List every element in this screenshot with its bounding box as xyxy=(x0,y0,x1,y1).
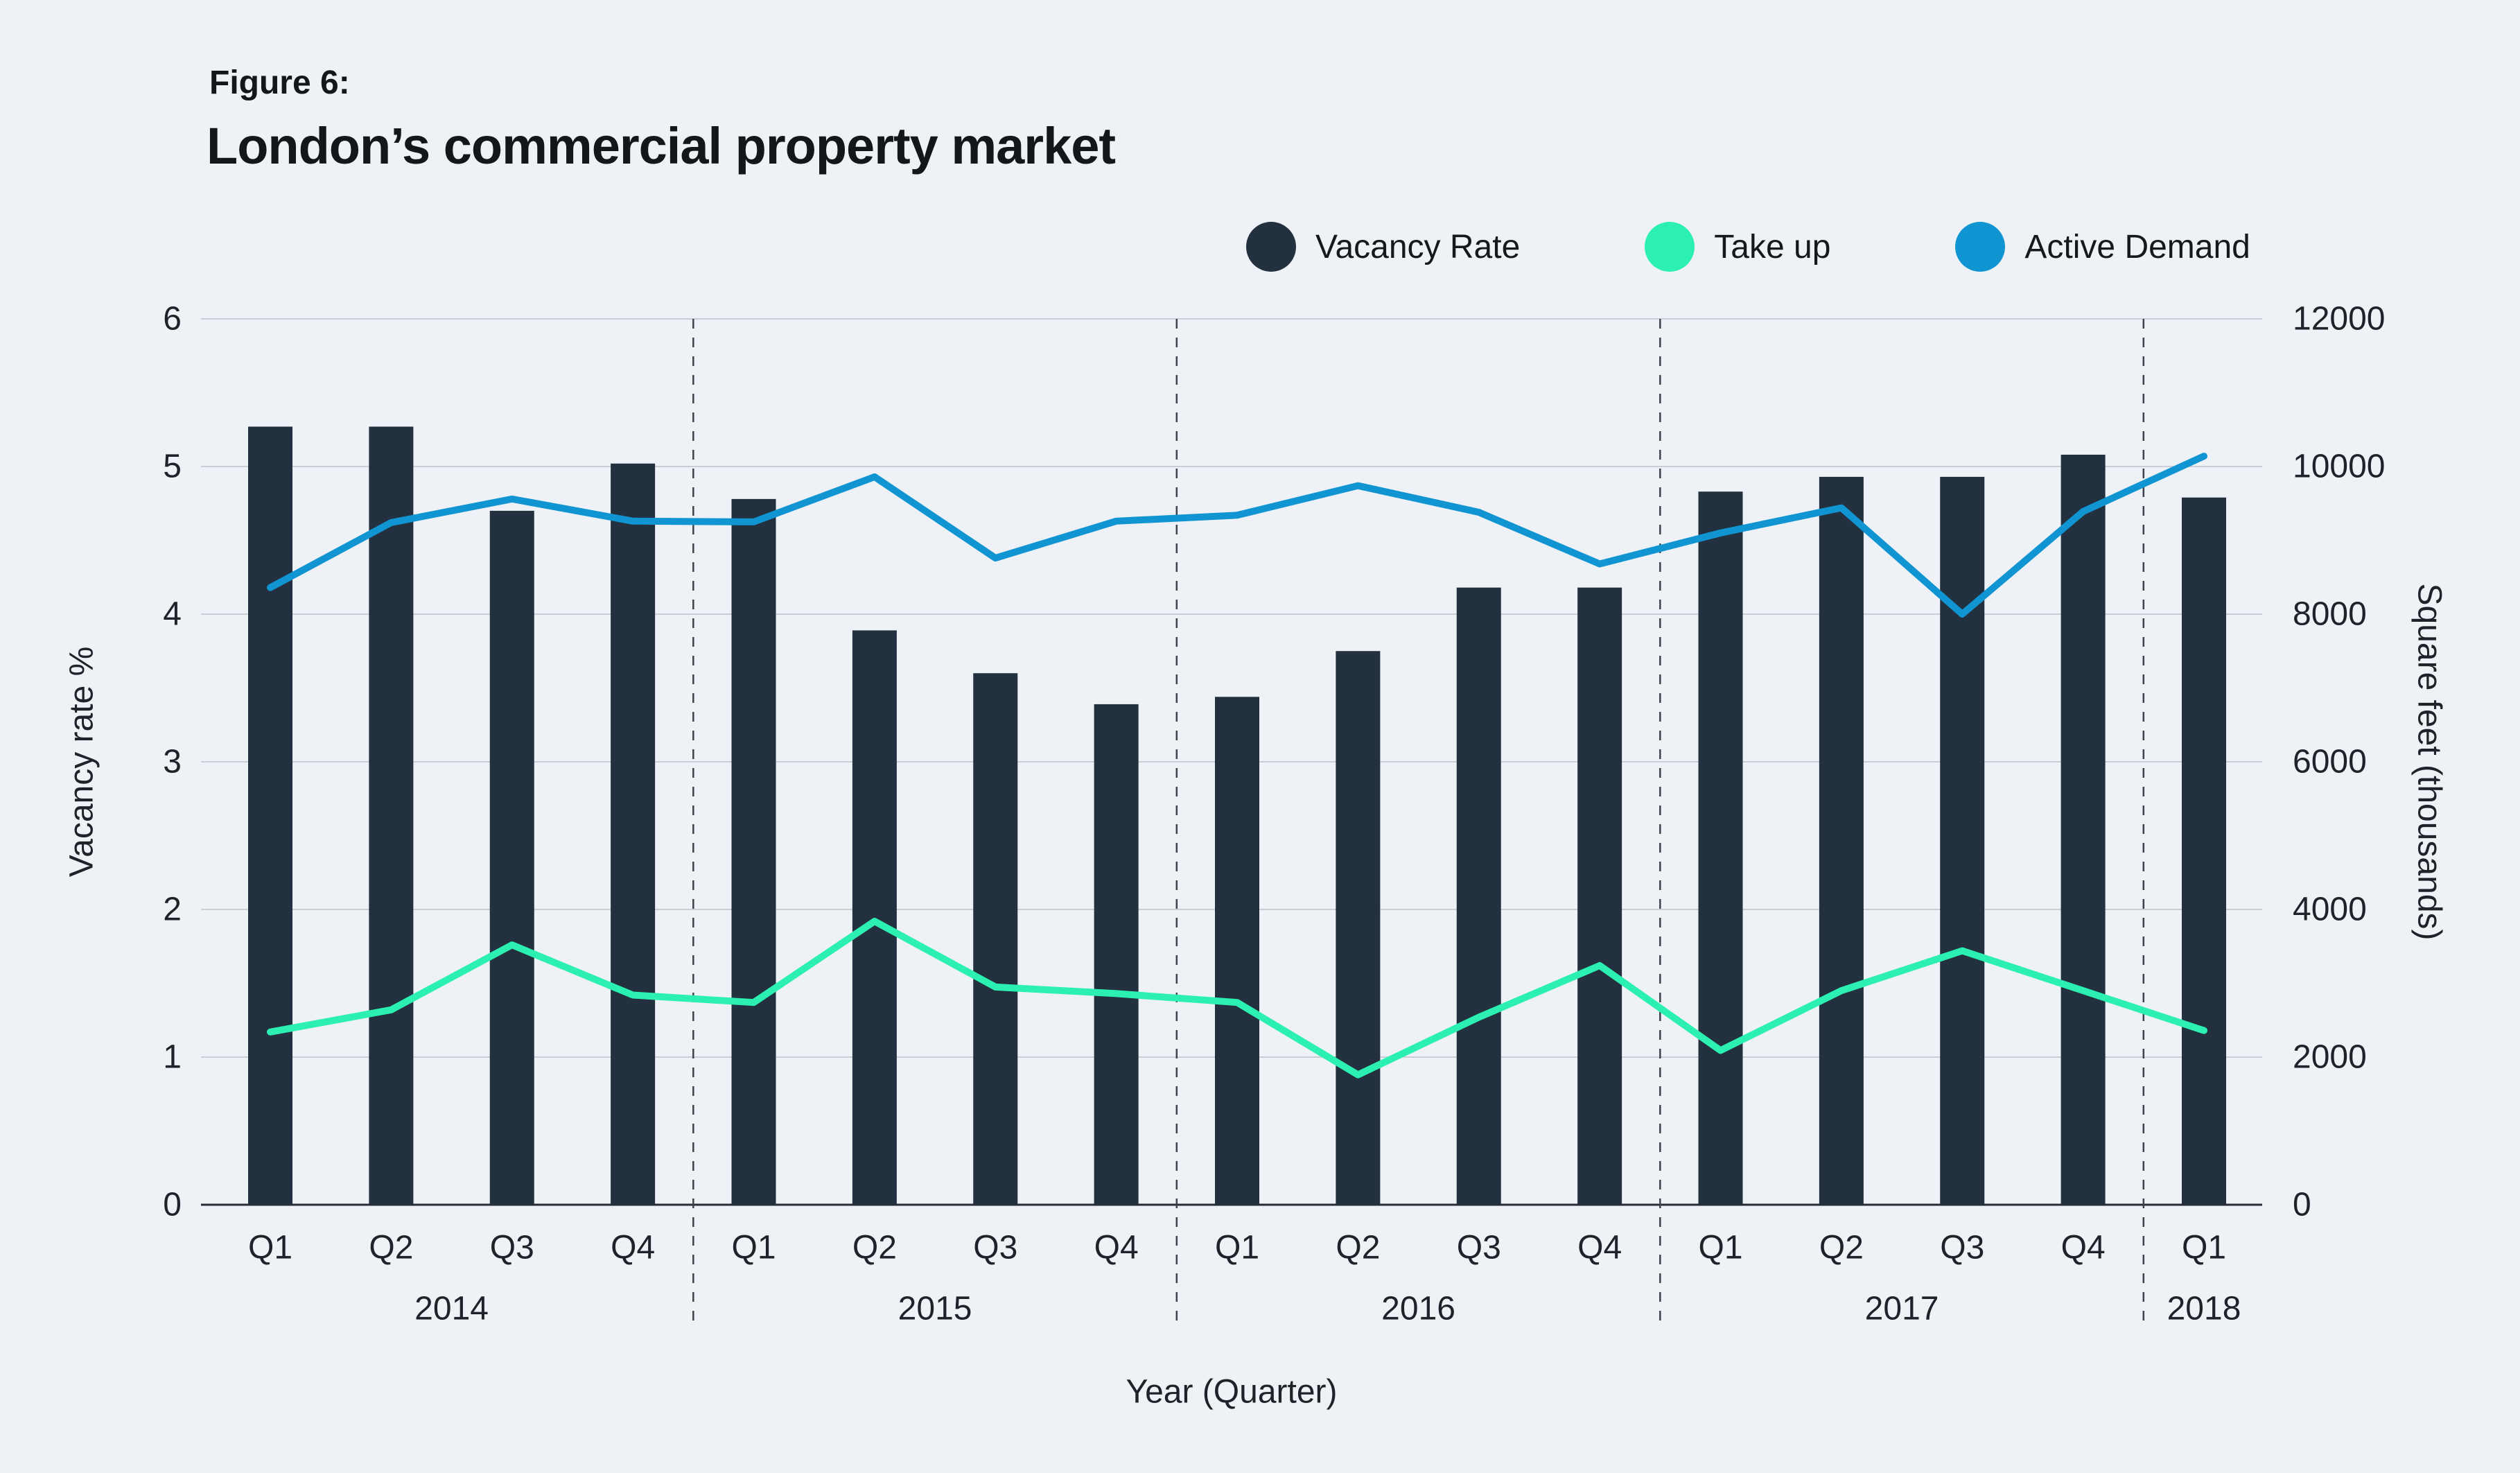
bar-vacancy-rate xyxy=(1940,476,1985,1205)
quarter-label: Q3 xyxy=(1457,1230,1501,1266)
bar-vacancy-rate xyxy=(1215,697,1259,1205)
quarter-label: Q3 xyxy=(490,1230,534,1266)
bar-vacancy-rate xyxy=(1094,704,1139,1205)
quarter-label: Q4 xyxy=(1577,1230,1622,1266)
quarter-label: Q1 xyxy=(1698,1230,1742,1266)
quarter-label: Q1 xyxy=(1215,1230,1259,1266)
line-take-up xyxy=(267,918,2207,1079)
right-axis-title: Square feet (thousands) xyxy=(2411,584,2448,941)
year-label: 2016 xyxy=(1381,1291,1455,1327)
bar-vacancy-rate xyxy=(1336,651,1381,1205)
quarter-label: Q2 xyxy=(1336,1230,1380,1266)
year-label: 2014 xyxy=(414,1291,489,1327)
right-tick-label: 0 xyxy=(2293,1187,2311,1223)
line-active-demand xyxy=(267,453,2207,618)
right-tick-label: 2000 xyxy=(2293,1039,2367,1076)
year-label: 2017 xyxy=(1865,1291,1939,1327)
bar-vacancy-rate xyxy=(1819,476,1864,1205)
bar-vacancy-rate xyxy=(1577,587,1622,1205)
legend-item-active-demand: Active Demand xyxy=(1955,222,2250,272)
left-tick-label: 1 xyxy=(163,1039,182,1076)
legend-label-take-up: Take up xyxy=(1714,228,1831,265)
bar-vacancy-rate xyxy=(973,673,1018,1205)
legend-label-active-demand: Active Demand xyxy=(2024,228,2250,265)
quarter-label: Q1 xyxy=(2182,1230,2226,1266)
quarter-label: Q4 xyxy=(2061,1230,2106,1266)
bar-vacancy-rate xyxy=(2060,454,2106,1205)
left-axis-title: Vacancy rate % xyxy=(64,647,100,878)
right-tick-label: 10000 xyxy=(2293,448,2385,485)
right-tick-label: 8000 xyxy=(2293,596,2367,633)
quarter-label: Q2 xyxy=(369,1230,413,1266)
left-tick-label: 6 xyxy=(163,301,182,338)
left-tick-label: 5 xyxy=(163,448,182,485)
quarter-label: Q1 xyxy=(731,1230,776,1266)
right-tick-label: 6000 xyxy=(2293,744,2367,781)
left-tick-label: 0 xyxy=(163,1187,182,1223)
quarter-label: Q3 xyxy=(1940,1230,1984,1266)
active-demand-swatch-icon xyxy=(1955,222,2006,272)
bar-vacancy-rate xyxy=(1698,491,1743,1205)
left-tick-label: 4 xyxy=(163,596,182,633)
quarter-label: Q3 xyxy=(973,1230,1017,1266)
bar-vacancy-rate xyxy=(489,510,534,1205)
quarter-label: Q1 xyxy=(248,1230,292,1266)
bar-vacancy-rate xyxy=(1456,587,1501,1205)
left-tick-label: 2 xyxy=(163,891,182,928)
quarter-label: Q2 xyxy=(852,1230,897,1266)
bar-vacancy-rate xyxy=(611,463,656,1205)
vacancy-rate-swatch-icon xyxy=(1246,222,1296,272)
year-label: 2015 xyxy=(898,1291,972,1327)
chart-title: London’s commercial property market xyxy=(207,117,1116,175)
bar-vacancy-rate xyxy=(369,426,414,1205)
chart-legend: Vacancy Rate Take up Active Demand xyxy=(1246,220,2250,273)
bar-vacancy-rate xyxy=(731,498,776,1205)
take-up-swatch-icon xyxy=(1645,222,1695,272)
legend-item-vacancy-rate: Vacancy Rate xyxy=(1246,222,1520,272)
legend-item-take-up: Take up xyxy=(1645,222,1830,272)
quarter-label: Q2 xyxy=(1819,1230,1864,1266)
right-tick-label: 12000 xyxy=(2293,301,2385,338)
bar-vacancy-rate xyxy=(248,426,292,1205)
left-tick-label: 3 xyxy=(163,744,182,781)
legend-label-vacancy-rate: Vacancy Rate xyxy=(1315,228,1521,265)
x-axis-title: Year (Quarter) xyxy=(1126,1374,1337,1411)
year-label: 2018 xyxy=(2167,1291,2241,1327)
bar-vacancy-rate xyxy=(2182,497,2226,1205)
figure-label: Figure 6: xyxy=(209,64,350,101)
bar-vacancy-rate xyxy=(852,630,897,1205)
quarter-label: Q4 xyxy=(611,1230,655,1266)
right-tick-label: 4000 xyxy=(2293,891,2367,928)
quarter-label: Q4 xyxy=(1094,1230,1139,1266)
